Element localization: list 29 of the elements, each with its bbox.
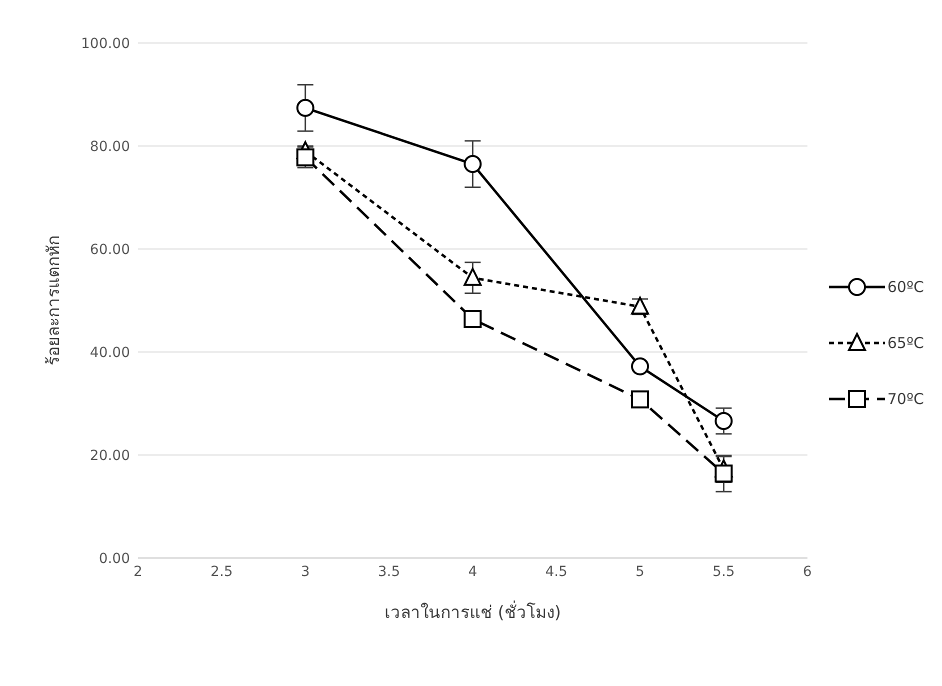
y-tick-label: 0.00	[98, 550, 130, 567]
x-tick-label: 4.5	[545, 564, 568, 580]
x-tick-label: 3	[300, 564, 310, 580]
y-axis-title: ร้อยละการแตกหัก	[44, 236, 64, 366]
point	[464, 155, 482, 174]
y-tick-label: 60.00	[90, 242, 130, 258]
legend-label: 70ºC	[887, 390, 924, 408]
point	[631, 390, 650, 408]
x-tick-label: 2.5	[210, 564, 233, 580]
point	[464, 310, 482, 328]
legend-label: 60ºC	[887, 278, 924, 296]
x-tick-label: 5.5	[712, 564, 735, 580]
y-tick-label: 100.00	[81, 36, 130, 52]
y-tick-label: 80.00	[90, 138, 130, 155]
point	[296, 148, 314, 166]
x-tick-label: 6	[802, 564, 812, 580]
point	[714, 464, 733, 483]
point	[296, 98, 314, 117]
x-axis-title: เวลาในการแช่ (ชั่วโมง)	[384, 600, 562, 623]
point	[464, 268, 482, 286]
legend-label: 65ºC	[887, 334, 924, 352]
x-tick-label: 3.5	[378, 564, 400, 580]
point	[631, 357, 650, 376]
x-tick-label: 5	[636, 564, 644, 580]
y-tick-label: 20.00	[90, 448, 130, 464]
point	[714, 412, 733, 430]
x-tick-label: 4	[468, 564, 478, 580]
x-tick-label: 2	[134, 564, 142, 580]
y-tick-label: 40.00	[90, 344, 130, 361]
